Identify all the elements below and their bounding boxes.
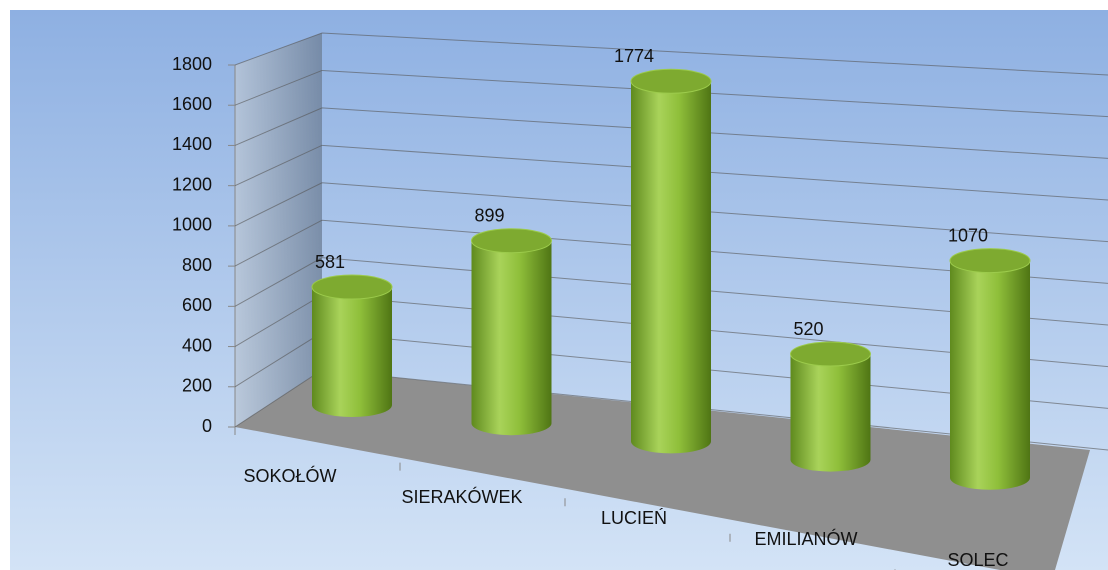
cylinder (471, 240, 552, 436)
grid-line (234, 32, 1108, 76)
x-tick-label: SOKOŁÓW (243, 465, 336, 486)
y-tick-label: 1800 (172, 54, 212, 74)
y-tick-label: 1600 (172, 94, 212, 114)
x-tick-label: SIERAKÓWEK (401, 486, 522, 507)
value-label: 581 (315, 252, 345, 272)
cylinder-top (471, 228, 552, 254)
cylinder (950, 260, 1030, 490)
grid-line (234, 144, 1108, 201)
cylinder-top (790, 341, 871, 367)
y-tick-label: 0 (202, 416, 212, 436)
floor (235, 370, 1090, 570)
cylinder (631, 81, 711, 454)
x-tick-label: LUCIEŃ (601, 508, 667, 528)
cylinder (790, 354, 871, 472)
x-tick-label: SOLEC (947, 550, 1008, 570)
y-tick-label: 1000 (172, 215, 212, 235)
y-tick-label: 600 (182, 295, 212, 315)
y-tick-label: 800 (182, 255, 212, 275)
cylinder-top (949, 248, 1031, 274)
value-label: 1774 (614, 46, 654, 66)
grid-line (234, 69, 1108, 118)
cylinder-top (630, 68, 712, 94)
value-label: 1070 (948, 225, 988, 245)
cylinder (312, 287, 392, 417)
side-wall (235, 33, 322, 427)
y-tick-label: 1400 (172, 134, 212, 154)
grid-line (234, 107, 1108, 159)
grid-line (234, 257, 1108, 326)
value-label: 899 (474, 205, 504, 225)
x-tick-label: EMILIANÓW (754, 528, 857, 549)
y-tick-label: 200 (182, 376, 212, 396)
y-tick-label: 400 (182, 335, 212, 355)
grid-line (234, 182, 1108, 243)
grid-line (234, 219, 1108, 284)
value-label: 520 (793, 319, 823, 339)
cylinder-top (311, 274, 393, 300)
y-tick-label: 1200 (172, 174, 212, 194)
